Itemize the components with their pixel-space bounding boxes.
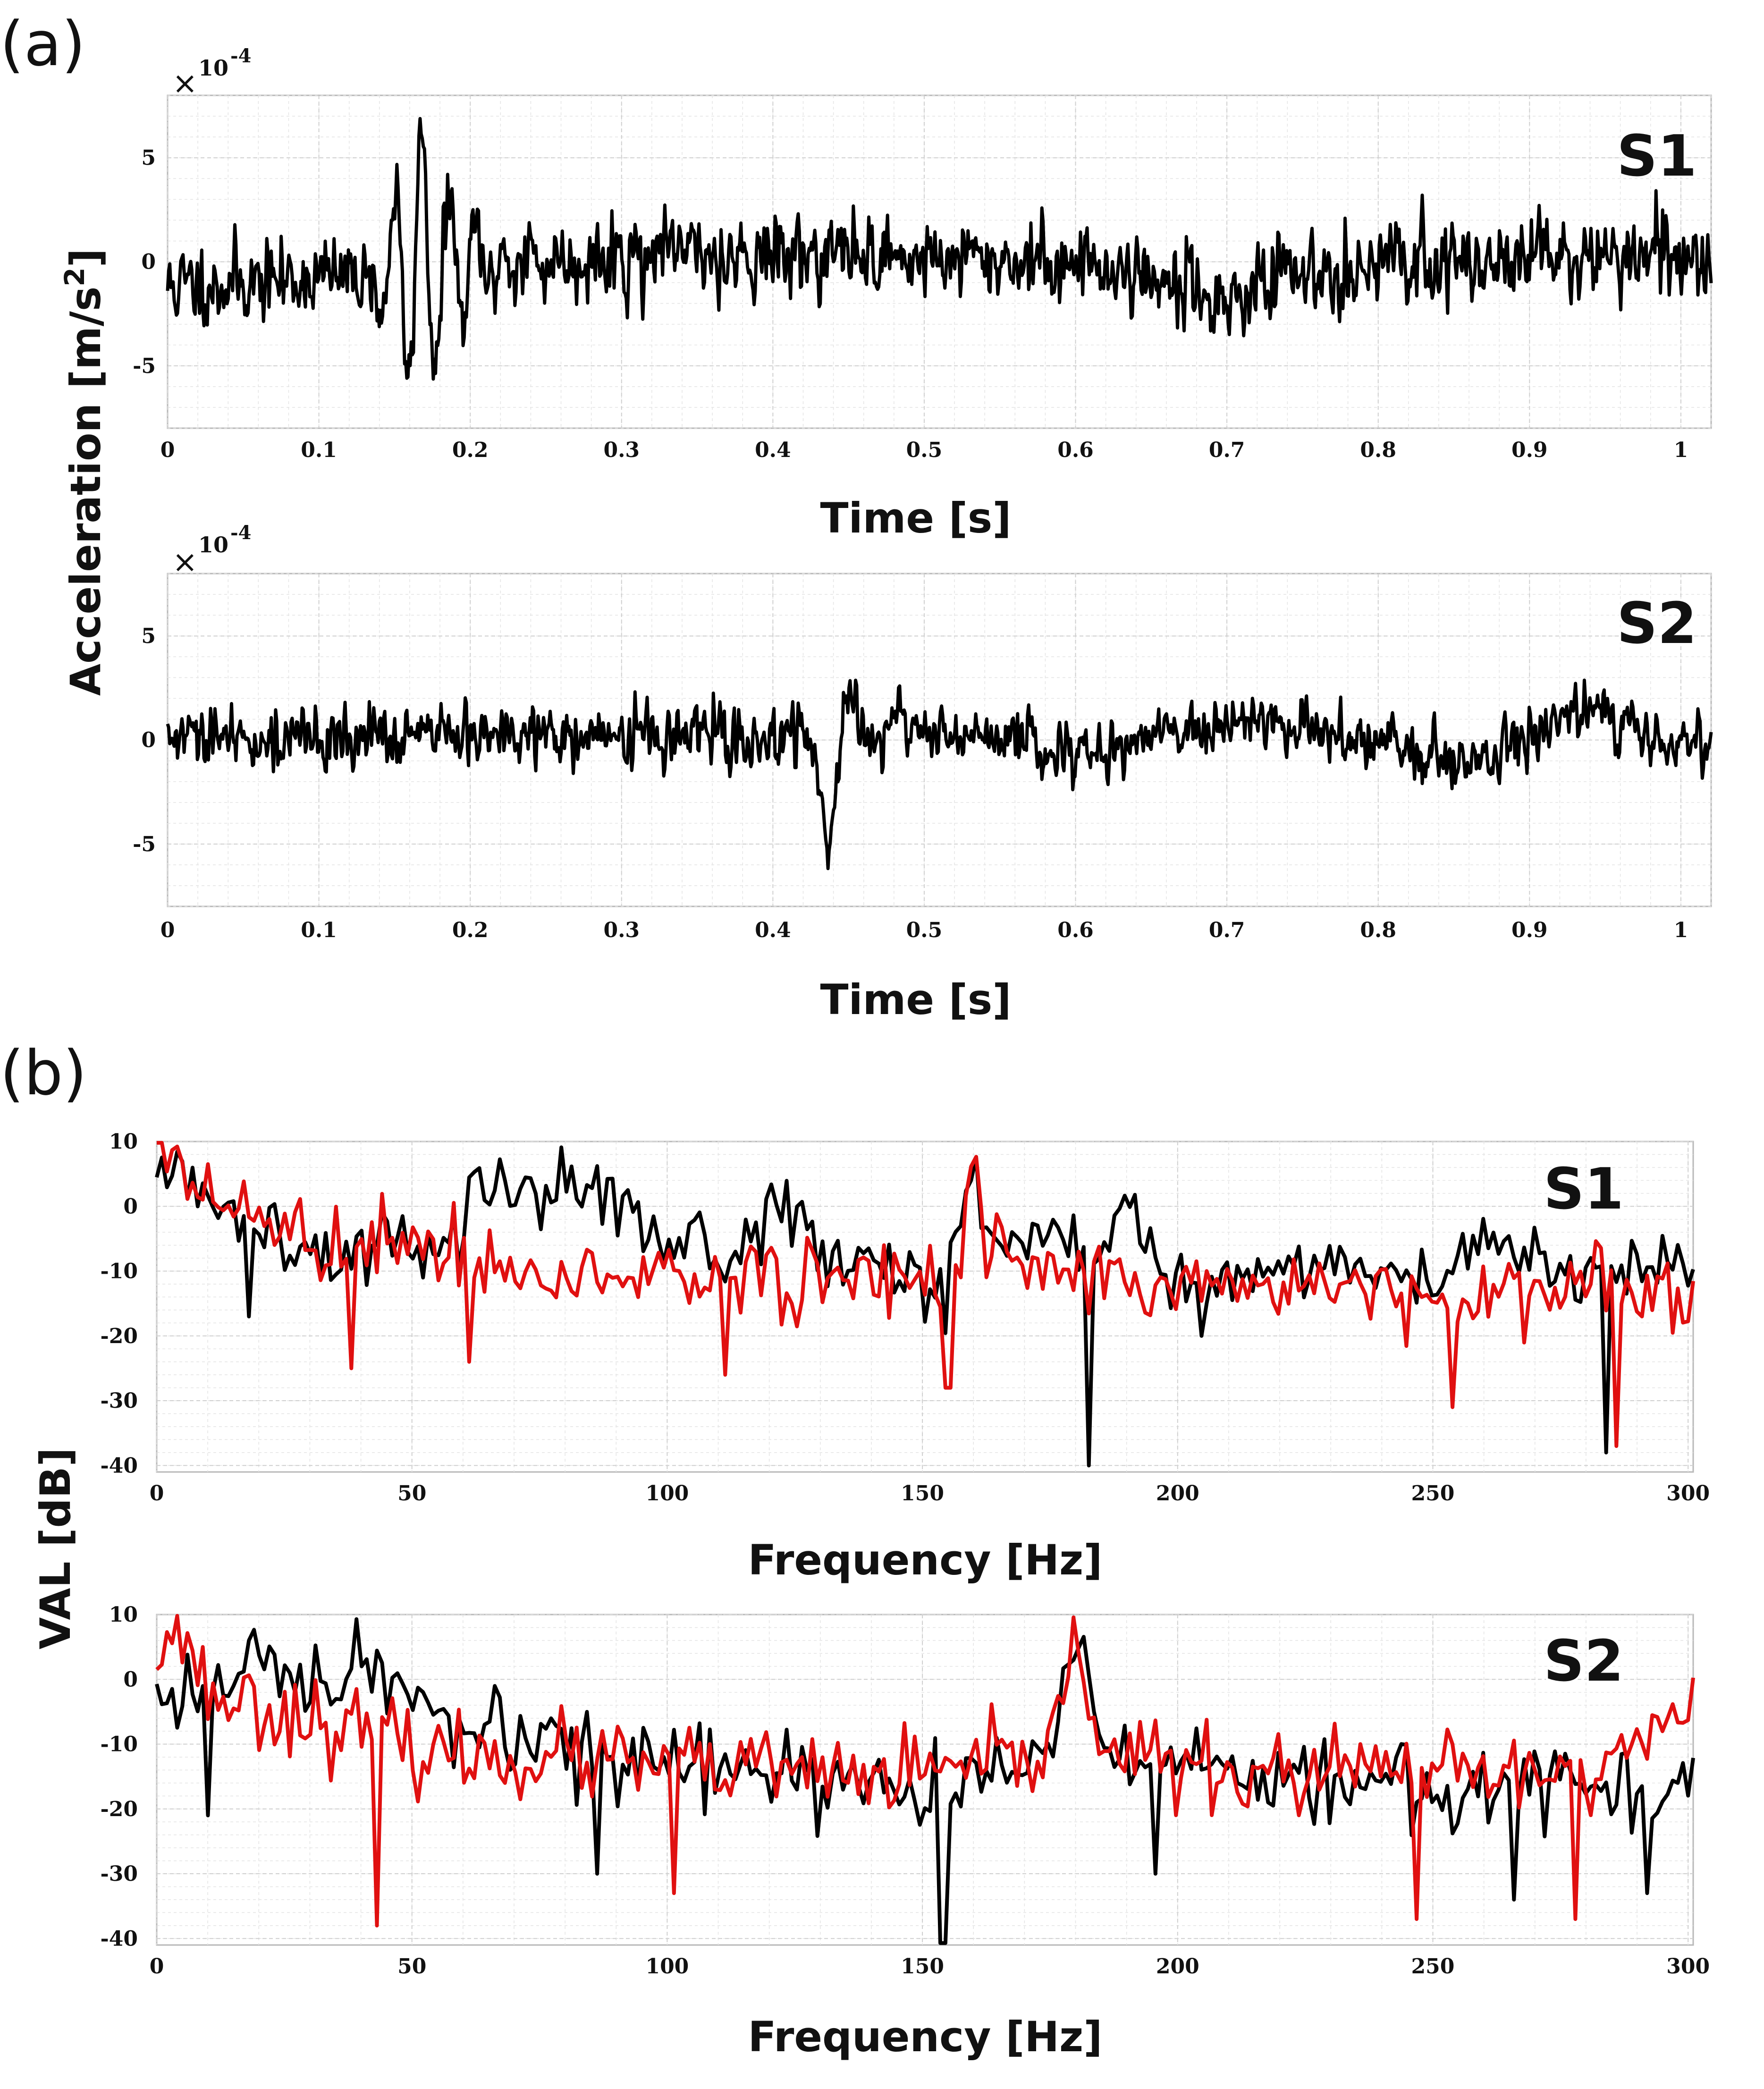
- x-tick-label: 0.7: [1209, 438, 1245, 462]
- y-tick-label: 0: [141, 728, 156, 753]
- y-tick-label: -40: [101, 1927, 138, 1951]
- y-tick-label: 0: [141, 250, 156, 274]
- badge: S2: [1617, 591, 1697, 657]
- chart-frequency-s2: 100-10-20-30-40 0 50 100 150 200 250 300 S2 Fr…: [101, 1603, 1710, 2061]
- y-tick-label: -20: [101, 1324, 138, 1348]
- series-line-s2-acceleration: [166, 678, 1713, 871]
- x-tick-label: 150: [901, 1954, 944, 1979]
- exponent-base: 10: [198, 532, 228, 558]
- x-tick-label: 0: [160, 438, 175, 462]
- x-tick-label: 0.8: [1360, 438, 1396, 462]
- series-line-spectrum-black: [155, 1617, 1695, 1945]
- y-tick-label: -30: [101, 1389, 138, 1413]
- y-axis-title-acceleration: Acceleration [m/s2]: [59, 248, 110, 696]
- x-tick-label: 0.5: [906, 918, 943, 942]
- y-tick-label: -5: [133, 832, 156, 856]
- x-tick-label: 300: [1666, 1481, 1710, 1505]
- x-axis-title: Frequency [Hz]: [748, 1536, 1102, 1584]
- badge: S2: [1544, 1629, 1624, 1694]
- y-axis-title-val: VAL [dB]: [31, 1447, 80, 1649]
- series-line-s1-acceleration: [166, 117, 1713, 381]
- chart-frequency-s1: 100-10-20-30-40 0 50 100 150 200 250 300 S1 Fr…: [101, 1130, 1710, 1584]
- x-axis-title: Time [s]: [820, 975, 1011, 1024]
- x-tick-label: 0.5: [906, 438, 943, 462]
- x-tick-label: 150: [901, 1481, 944, 1505]
- y-tick-label: 5: [141, 146, 156, 170]
- y-tick-label: 0: [123, 1667, 138, 1691]
- y-tick-label: -20: [101, 1797, 138, 1821]
- y-tick-label: -30: [101, 1862, 138, 1886]
- x-tick-label: 0.9: [1511, 918, 1548, 942]
- x-tick-label: 0.4: [755, 438, 791, 462]
- panel-a-label: (a): [0, 8, 85, 80]
- chart-time-s1: 50-5 0 0.1 0.2 0.3 0.4 0.5 0.6 0.7 0.8 0.9 1 × 10 …: [133, 45, 1713, 542]
- y-tick-label: -10: [101, 1733, 138, 1757]
- y-tick-label: -5: [133, 354, 156, 378]
- x-tick-label: 0.4: [755, 918, 791, 942]
- y-tick-label: -40: [101, 1454, 138, 1478]
- x-tick-label: 0: [160, 918, 175, 942]
- x-tick-label: 0.2: [452, 438, 489, 462]
- x-tick-label: 100: [645, 1954, 689, 1979]
- x-tick-label: 0.3: [603, 438, 640, 462]
- x-tick-label: 250: [1411, 1481, 1455, 1505]
- series-line-spectrum-red: [155, 1614, 1695, 1928]
- exponent-base: 10: [198, 55, 228, 81]
- exponent-times: ×: [172, 66, 198, 101]
- x-tick-label: 250: [1411, 1954, 1455, 1979]
- x-tick-label: 0.8: [1360, 918, 1396, 942]
- x-tick-label: 0.3: [603, 918, 640, 942]
- x-tick-label: 100: [645, 1481, 689, 1505]
- x-tick-label: 0.6: [1057, 918, 1094, 942]
- x-tick-label: 0.1: [301, 918, 337, 942]
- x-tick-label: 0.2: [452, 918, 489, 942]
- exponent-times: ×: [172, 545, 198, 580]
- plot-area: [156, 1614, 1694, 1946]
- y-tick-label: 10: [109, 1130, 138, 1154]
- series-line-spectrum-red: [157, 1141, 1695, 1448]
- x-tick-label: 0.1: [301, 438, 337, 462]
- x-tick-label: 300: [1666, 1954, 1710, 1979]
- x-tick-label: 0.6: [1057, 438, 1094, 462]
- exponent-power: -4: [230, 45, 251, 67]
- x-tick-label: 0: [150, 1954, 164, 1979]
- y-tick-label: -10: [101, 1260, 138, 1284]
- y-tick-label: 5: [141, 624, 156, 648]
- x-tick-label: 50: [397, 1481, 426, 1505]
- x-tick-label: 0.7: [1209, 918, 1245, 942]
- y-axis-title-superscript: 2: [59, 267, 91, 286]
- x-tick-label: 1: [1674, 438, 1688, 462]
- x-tick-label: 50: [397, 1954, 426, 1979]
- y-tick-label: 0: [123, 1194, 138, 1218]
- x-tick-label: 1: [1674, 918, 1688, 942]
- x-tick-label: 0.9: [1511, 438, 1548, 462]
- x-tick-label: 200: [1156, 1954, 1199, 1979]
- chart-time-s2: 50-5 0 0.1 0.2 0.3 0.4 0.5 0.6 0.7 0.8 0.9 1 × 10 …: [133, 522, 1713, 1024]
- badge: S1: [1617, 124, 1697, 189]
- series-line-spectrum-black: [155, 1145, 1695, 1468]
- badge: S1: [1544, 1157, 1624, 1222]
- x-tick-label: 200: [1156, 1481, 1199, 1505]
- panel-b-label: (b): [0, 1037, 87, 1109]
- exponent-power: -4: [230, 522, 251, 544]
- x-axis-title: Time [s]: [820, 494, 1011, 542]
- x-axis-title: Frequency [Hz]: [748, 2013, 1102, 2061]
- x-tick-label: 0: [150, 1481, 164, 1505]
- y-tick-label: 10: [109, 1603, 138, 1627]
